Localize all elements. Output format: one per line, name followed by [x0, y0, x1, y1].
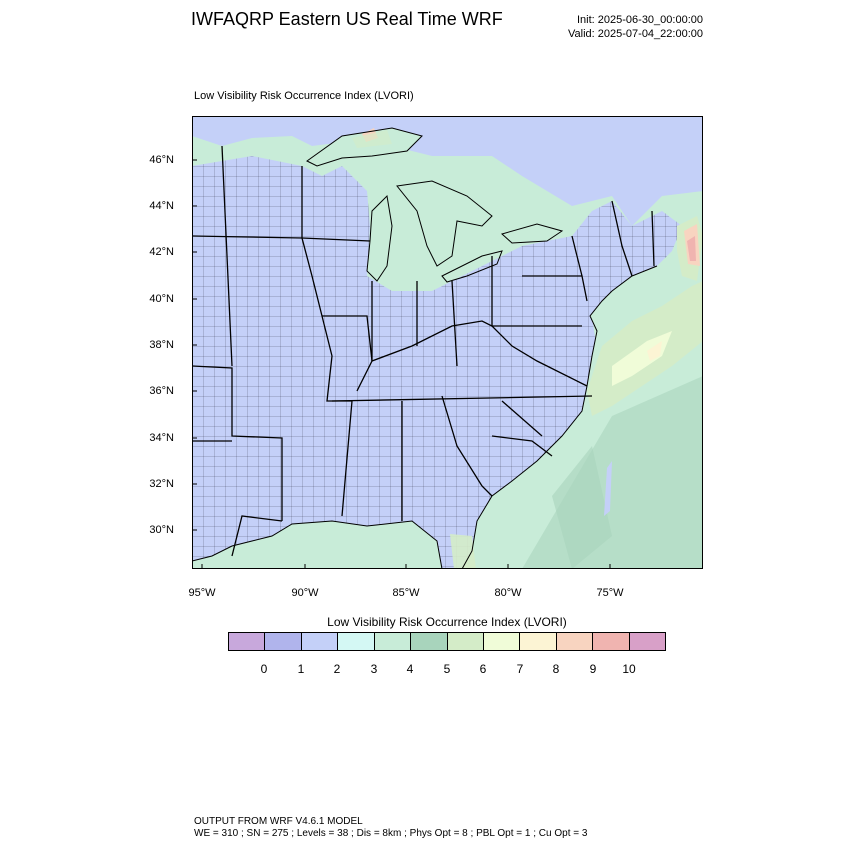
colorbar-label: 4 — [406, 662, 414, 676]
lon-label-85w: 85°W — [392, 587, 420, 599]
lat-label-40n: 40°N — [149, 293, 174, 305]
main-title: IWFAQRP Eastern US Real Time WRF — [191, 9, 503, 29]
map-frame — [192, 116, 703, 569]
model-version: OUTPUT FROM WRF V4.6.1 MODEL — [194, 816, 363, 827]
colorbar-label: 10 — [622, 662, 636, 676]
colorbar-bin — [593, 633, 630, 650]
lake-michigan — [367, 196, 392, 281]
colorbar-bin — [411, 633, 448, 650]
colorbar-bin — [301, 633, 339, 650]
lat-label-42n: 42°N — [149, 246, 174, 258]
lat-label-38n: 38°N — [149, 339, 174, 351]
colorbar-label: 6 — [479, 662, 487, 676]
colorbar-label: 2 — [333, 662, 341, 676]
colorbar-bin — [229, 633, 266, 650]
lake-ontario — [502, 224, 562, 243]
colorbar-bin — [556, 633, 594, 650]
canada-region — [192, 116, 703, 226]
colorbar-label: 1 — [297, 662, 305, 676]
lake-huron — [397, 181, 492, 266]
lat-label-32n: 32°N — [149, 478, 174, 490]
colorbar-bin — [629, 633, 666, 650]
lat-label-46n: 46°N — [149, 154, 174, 166]
colorbar-title: Low Visibility Risk Occurrence Index (LV… — [327, 615, 567, 629]
colorbar-bin — [447, 633, 484, 650]
colorbar-bin — [520, 633, 557, 650]
lon-label-90w: 90°W — [291, 587, 319, 599]
lat-label-30n: 30°N — [149, 524, 174, 536]
model-footer: OUTPUT FROM WRF V4.6.1 MODEL WE = 310 ; … — [194, 816, 587, 840]
colorbar-bin — [265, 633, 302, 650]
lake-erie — [442, 251, 502, 282]
lat-label-34n: 34°N — [149, 432, 174, 444]
model-config: WE = 310 ; SN = 275 ; Levels = 38 ; Dis … — [194, 828, 588, 839]
lon-label-95w: 95°W — [188, 587, 216, 599]
lat-label-36n: 36°N — [149, 385, 174, 397]
colorbar-label: 0 — [260, 662, 268, 676]
colorbar-bin — [483, 633, 521, 650]
colorbar-bin — [374, 633, 412, 650]
colorbar — [228, 632, 666, 651]
colorbar-label: 5 — [443, 662, 451, 676]
valid-time: Valid: 2025-07-04_22:00:00 — [568, 28, 703, 40]
lvori-map — [192, 116, 703, 569]
run-times: Init: 2025-06-30_00:00:00 Valid: 2025-07… — [520, 13, 703, 41]
lon-label-80w: 80°W — [494, 587, 522, 599]
colorbar-bin — [338, 633, 375, 650]
colorbar-label: 9 — [589, 662, 597, 676]
colorbar-label: 8 — [552, 662, 560, 676]
colorbar-label: 7 — [516, 662, 524, 676]
lat-label-44n: 44°N — [149, 200, 174, 212]
field-title: Low Visibility Risk Occurrence Index (LV… — [194, 90, 414, 102]
lon-label-75w: 75°W — [596, 587, 624, 599]
init-time: Init: 2025-06-30_00:00:00 — [577, 14, 703, 26]
colorbar-label: 3 — [370, 662, 378, 676]
county-boundaries — [192, 156, 682, 569]
